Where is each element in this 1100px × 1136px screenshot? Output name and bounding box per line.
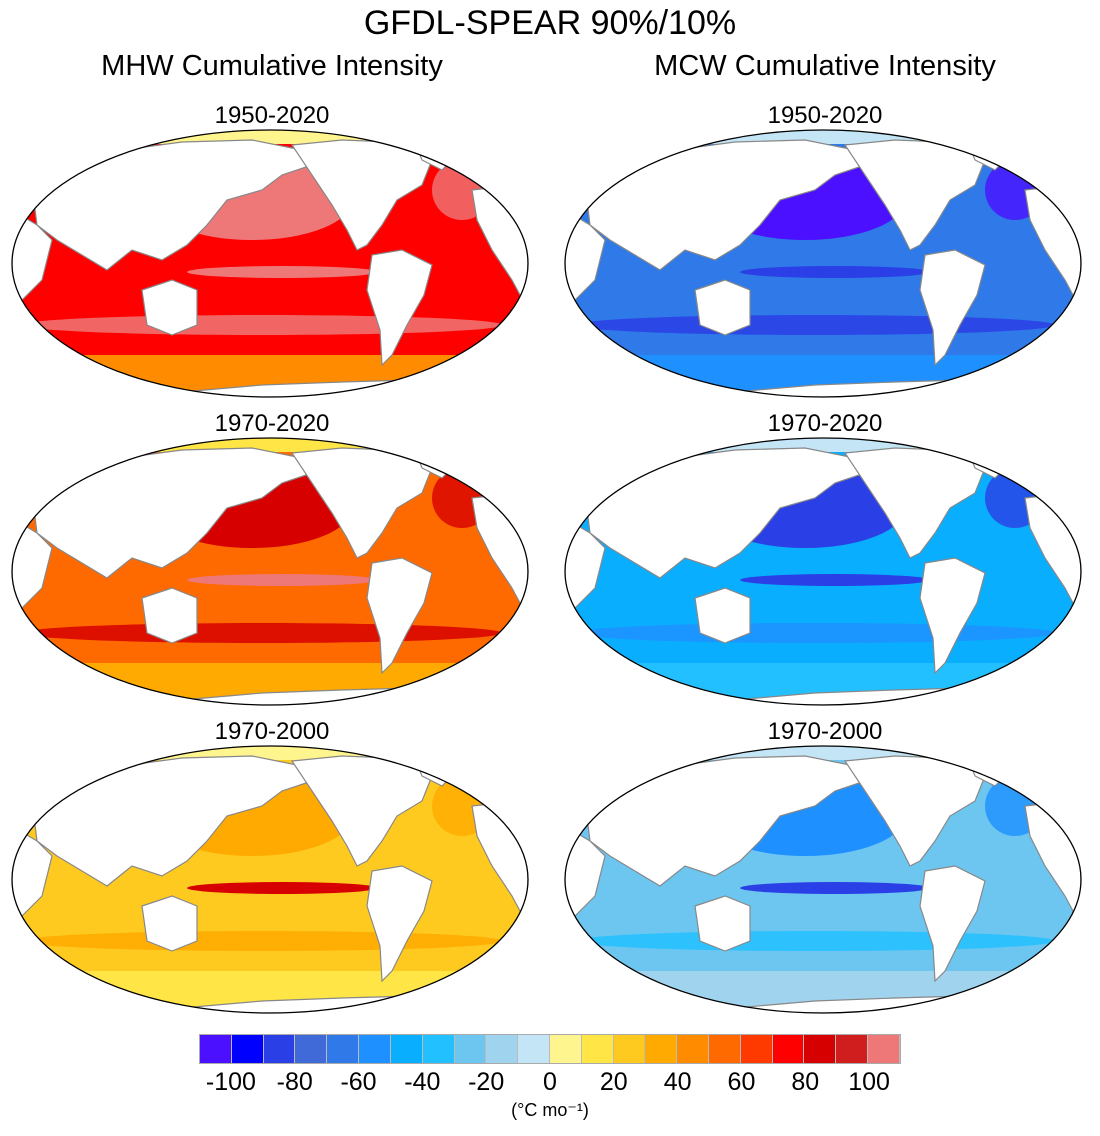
figure-title: GFDL-SPEAR 90%/10% <box>363 4 737 42</box>
colorbar-tick-label: -60 <box>340 1068 377 1096</box>
land-asia <box>31 755 313 887</box>
map-border <box>11 129 529 398</box>
ocean-polar-band <box>12 438 528 452</box>
land-africa-west <box>12 208 53 301</box>
southern-band <box>575 623 1055 643</box>
land-asia <box>584 139 866 271</box>
map-border <box>11 745 529 1014</box>
land-south-america <box>919 249 986 367</box>
colorbar-tick-label: 20 <box>599 1068 628 1096</box>
land-australia <box>141 895 198 952</box>
map-border <box>564 437 1082 706</box>
southern-band <box>575 931 1055 951</box>
colorbar-tick-label: 60 <box>727 1068 756 1096</box>
world-map-panel <box>564 745 1082 1014</box>
world-map-panel <box>11 437 529 706</box>
panel-title: 1970-2000 <box>214 718 330 745</box>
land-australia <box>141 279 198 336</box>
equatorial-band <box>187 574 377 586</box>
colorbar-tick-label: -80 <box>276 1068 313 1096</box>
colorbar-tick-label: 100 <box>848 1068 890 1096</box>
map-border <box>11 437 529 706</box>
colorbar <box>199 1034 901 1064</box>
map-border <box>564 129 1082 398</box>
land-asia <box>584 755 866 887</box>
colorbar-swatch <box>200 1035 232 1063</box>
southern-band <box>22 315 502 335</box>
colorbar-tick-label: -100 <box>205 1068 256 1096</box>
panel-title: 1970-2020 <box>767 410 883 437</box>
panel-title: 1970-2000 <box>767 718 883 745</box>
colorbar-swatch <box>295 1035 328 1063</box>
colorbar-swatch <box>836 1035 869 1063</box>
colorbar-swatch <box>359 1035 391 1063</box>
colorbar-swatch <box>263 1035 296 1063</box>
colorbar-swatch <box>486 1035 519 1063</box>
world-map-panel <box>11 129 529 398</box>
ocean-polar-band <box>565 438 1081 452</box>
equatorial-band <box>740 266 930 278</box>
land-africa-west <box>565 516 606 609</box>
panel-title: 1970-2020 <box>214 410 330 437</box>
land-africa-west <box>565 208 606 301</box>
land-south-america <box>919 865 986 983</box>
colorbar-tick-label: -40 <box>404 1068 441 1096</box>
colorbar-swatch <box>581 1035 614 1063</box>
land-australia <box>694 279 751 336</box>
ocean-polar-band <box>12 130 528 144</box>
colorbar-swatch <box>549 1035 582 1063</box>
land-asia <box>584 447 866 579</box>
colorbar-swatch <box>804 1035 837 1063</box>
colorbar-swatch <box>772 1035 805 1063</box>
colorbar-swatch <box>231 1035 264 1063</box>
ocean-polar-band <box>565 746 1081 760</box>
equatorial-band <box>740 574 930 586</box>
column-title-mcw: MCW Cumulative Intensity <box>654 50 996 82</box>
colorbar-swatch <box>740 1035 773 1063</box>
equatorial-band <box>740 882 930 894</box>
colorbar-tick-label: 40 <box>663 1068 692 1096</box>
colorbar-units: (°C mo⁻¹) <box>511 1100 589 1120</box>
colorbar-tick-label: 80 <box>791 1068 820 1096</box>
world-map-panel <box>564 437 1082 706</box>
colorbar-swatch <box>422 1035 455 1063</box>
equatorial-band <box>187 882 377 894</box>
land-south-america <box>366 865 433 983</box>
panel-title: 1950-2020 <box>767 102 883 129</box>
colorbar-swatch <box>454 1035 487 1063</box>
land-asia <box>31 447 313 579</box>
equatorial-band <box>187 266 377 278</box>
land-australia <box>141 587 198 644</box>
colorbar-swatch <box>613 1035 646 1063</box>
land-africa-west <box>12 824 53 917</box>
land-south-america <box>366 249 433 367</box>
southern-band <box>22 623 502 643</box>
land-africa-west <box>565 824 606 917</box>
colorbar-tick-label: 0 <box>543 1068 557 1096</box>
colorbar-swatch <box>868 1035 900 1063</box>
ocean-polar-band <box>12 746 528 760</box>
panel-title: 1950-2020 <box>214 102 330 129</box>
world-map-panel <box>564 129 1082 398</box>
colorbar-swatch <box>709 1035 741 1063</box>
colorbar-swatch <box>645 1035 678 1063</box>
land-australia <box>694 587 751 644</box>
southern-band <box>22 931 502 951</box>
land-south-america <box>366 557 433 675</box>
map-border <box>564 745 1082 1014</box>
land-africa-west <box>12 516 53 609</box>
colorbar-tick-label: -20 <box>468 1068 505 1096</box>
colorbar-swatch <box>518 1035 550 1063</box>
land-australia <box>694 895 751 952</box>
world-map-panel <box>11 745 529 1014</box>
land-south-america <box>919 557 986 675</box>
ocean-polar-band <box>565 130 1081 144</box>
colorbar-swatch <box>327 1035 360 1063</box>
column-title-mhw: MHW Cumulative Intensity <box>101 50 443 82</box>
southern-band <box>575 315 1055 335</box>
colorbar-swatch <box>677 1035 709 1063</box>
land-asia <box>31 139 313 271</box>
colorbar-swatch <box>390 1035 423 1063</box>
